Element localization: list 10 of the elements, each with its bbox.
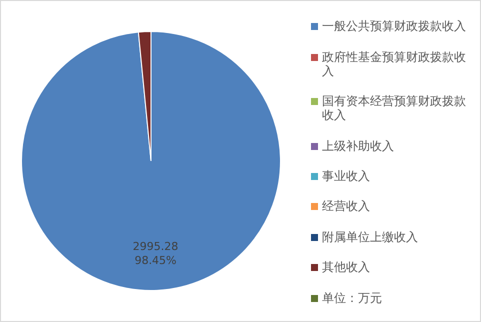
legend-label: 一般公共预算财政拨款收入 <box>322 19 466 34</box>
legend-label: 政府性基金预算财政拨款收入 <box>322 50 467 78</box>
data-label: 2995.28 98.45% <box>132 240 178 267</box>
legend-label: 其他收入 <box>322 260 370 274</box>
legend-label: 事业收入 <box>322 168 370 183</box>
legend-label: 国有资本经营预算财政拨款收入 <box>322 94 467 122</box>
legend-label: 经营收入 <box>322 199 370 214</box>
legend-label: 附属单位上缴收入 <box>322 230 418 244</box>
legend-label: 单位：万元 <box>322 290 382 305</box>
legend-label: 上级补助收入 <box>322 138 394 153</box>
